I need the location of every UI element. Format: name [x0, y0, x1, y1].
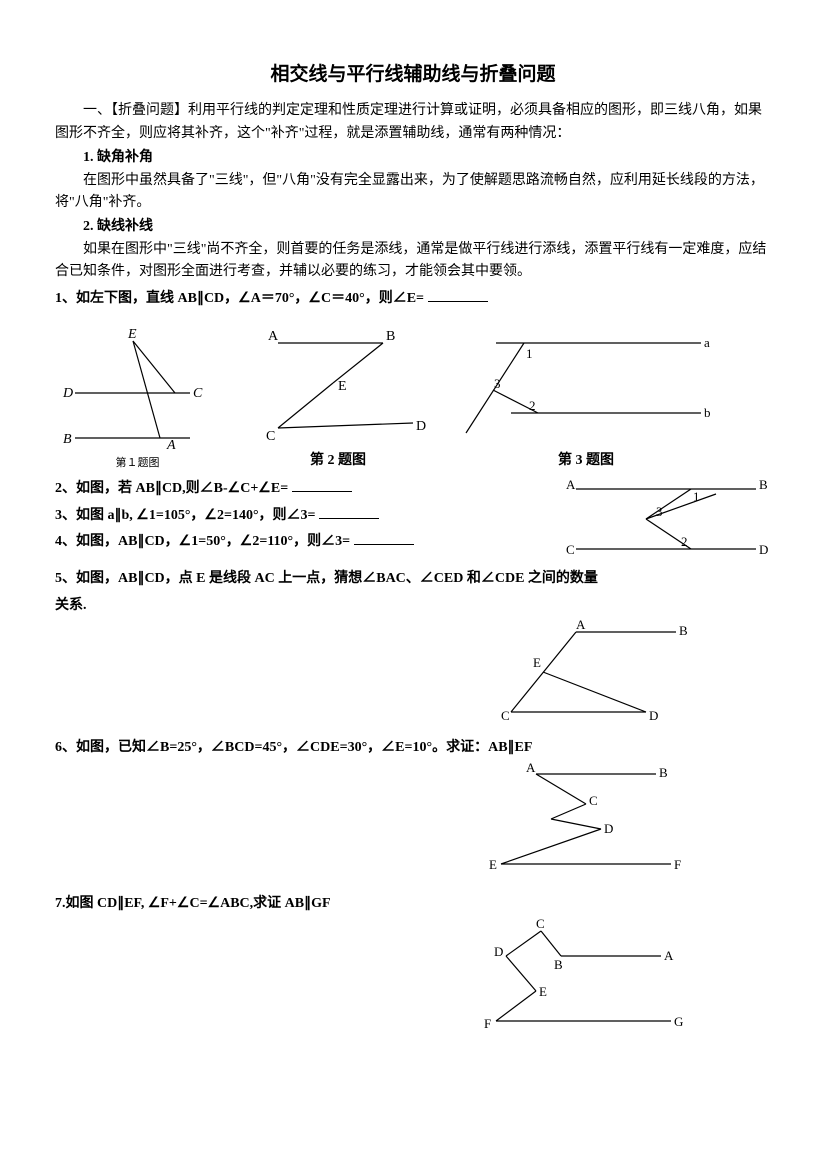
- fig5-E: E: [533, 655, 541, 670]
- blank-3: [319, 505, 379, 519]
- fig6-A: A: [526, 760, 536, 775]
- q2-text: 2、如图，若 AB∥CD,则∠B-∠C+∠E=: [55, 481, 292, 496]
- subhead-2: 2. 缺线补线: [55, 216, 771, 238]
- fig7-G: G: [674, 1014, 683, 1029]
- fig6-D: D: [604, 821, 613, 836]
- fig7-F: F: [484, 1016, 491, 1031]
- fig3-2: 2: [529, 398, 536, 413]
- fig5-D: D: [649, 708, 658, 723]
- fig2-C: C: [266, 429, 275, 444]
- figure-6-svg: A B C D E F: [481, 759, 691, 879]
- q4-text: 4、如图，AB∥CD，∠1=50°，∠2=110°，则∠3=: [55, 534, 354, 549]
- question-5a: 5、如图，AB∥CD，点 E 是线段 AC 上一点，猜想∠BAC、∠CED 和∠…: [55, 568, 771, 590]
- fig5-A: A: [576, 617, 586, 632]
- figure-6: A B C D E F: [55, 759, 691, 879]
- fig7-A: A: [664, 948, 674, 963]
- fig2-B: B: [386, 329, 395, 344]
- fig1-C: C: [193, 386, 203, 401]
- fig5-B: B: [679, 623, 688, 638]
- figure-3: a b 1 2 3 第 3 题图: [456, 318, 716, 472]
- subhead-1: 1. 缺角补角: [55, 147, 771, 169]
- fig1-A: A: [166, 438, 176, 453]
- intro-1: 一、【折叠问题】利用平行线的判定定理和性质定理进行计算或证明，必须具备相应的图形…: [55, 100, 771, 145]
- fig7-B: B: [554, 957, 563, 972]
- fig4-1: 1: [693, 489, 700, 504]
- blank-2: [292, 478, 352, 492]
- q3-text: 3、如图 a∥b, ∠1=105°，∠2=140°，则∠3=: [55, 508, 319, 523]
- fig4-2: 2: [681, 534, 688, 549]
- question-6: 6、如图，已知∠B=25°，∠BCD=45°，∠CDE=30°，∠E=10°。求…: [55, 737, 771, 759]
- fig3-1: 1: [526, 346, 533, 361]
- fig4-3: 3: [656, 504, 663, 519]
- blank-4: [354, 531, 414, 545]
- q1-text: 1、如左下图，直线 AB∥CD，∠A＝70°，∠C＝40°，则∠E=: [55, 291, 428, 306]
- question-5b: 关系.: [55, 595, 771, 617]
- question-4: 4、如图，AB∥CD，∠1=50°，∠2=110°，则∠3=: [55, 531, 547, 553]
- fig7-D: D: [494, 944, 503, 959]
- fig4-A: A: [566, 477, 576, 492]
- fig7-E: E: [539, 984, 547, 999]
- question-block-234: 2、如图，若 AB∥CD,则∠B-∠C+∠E= 3、如图 a∥b, ∠1=105…: [55, 474, 771, 564]
- fig1-D: D: [62, 386, 73, 401]
- page-title: 相交线与平行线辅助线与折叠问题: [55, 60, 771, 90]
- figure-2: A B E C D 第 2 题图: [238, 318, 438, 472]
- question-7: 7.如图 CD∥EF, ∠F+∠C=∠ABC,求证 AB∥GF: [55, 893, 771, 915]
- caption-1: 第１题图: [116, 455, 160, 473]
- figure-1-svg: E D C B A: [55, 323, 220, 453]
- figure-7-svg: C D B A E F G: [461, 916, 691, 1036]
- intro-3: 如果在图形中"三线"尚不齐全，则首要的任务是添线，通常是做平行线进行添线，添置平…: [55, 239, 771, 284]
- figure-5: A B E C D: [55, 617, 691, 727]
- fig2-A: A: [268, 329, 279, 344]
- figure-4: A B C D 1 2 3: [561, 474, 771, 564]
- question-3: 3、如图 a∥b, ∠1=105°，∠2=140°，则∠3=: [55, 505, 547, 527]
- fig4-C: C: [566, 542, 575, 557]
- figure-7: C D B A E F G: [55, 916, 691, 1036]
- figure-3-svg: a b 1 2 3: [456, 318, 716, 448]
- figure-2-svg: A B E C D: [238, 318, 438, 448]
- fig4-B: B: [759, 477, 768, 492]
- fig3-3: 3: [494, 376, 501, 391]
- figure-1: E D C B A 第１题图: [55, 323, 220, 473]
- intro-2: 在图形中虽然具备了"三线"，但"八角"没有完全显露出来，为了使解题思路流畅自然，…: [55, 170, 771, 215]
- fig6-F: F: [674, 857, 681, 872]
- figure-row-1: E D C B A 第１题图 A B E C D: [55, 318, 771, 472]
- fig7-C: C: [536, 916, 545, 931]
- question-1: 1、如左下图，直线 AB∥CD，∠A＝70°，∠C＝40°，则∠E=: [55, 288, 771, 310]
- caption-3: 第 3 题图: [558, 450, 614, 472]
- fig6-E: E: [489, 857, 497, 872]
- fig6-B: B: [659, 765, 668, 780]
- fig3-a: a: [704, 335, 710, 350]
- fig2-D: D: [416, 419, 426, 434]
- fig1-B: B: [63, 432, 72, 447]
- question-2: 2、如图，若 AB∥CD,则∠B-∠C+∠E=: [55, 478, 547, 500]
- figure-5-svg: A B E C D: [471, 617, 691, 727]
- fig4-D: D: [759, 542, 768, 557]
- fig5-C: C: [501, 708, 510, 723]
- fig2-E: E: [338, 379, 347, 394]
- fig3-b: b: [704, 405, 711, 420]
- fig1-E: E: [127, 327, 137, 342]
- figure-4-svg: A B C D 1 2 3: [561, 474, 771, 564]
- blank-1: [428, 288, 488, 302]
- caption-2: 第 2 题图: [310, 450, 366, 472]
- fig6-C: C: [589, 793, 598, 808]
